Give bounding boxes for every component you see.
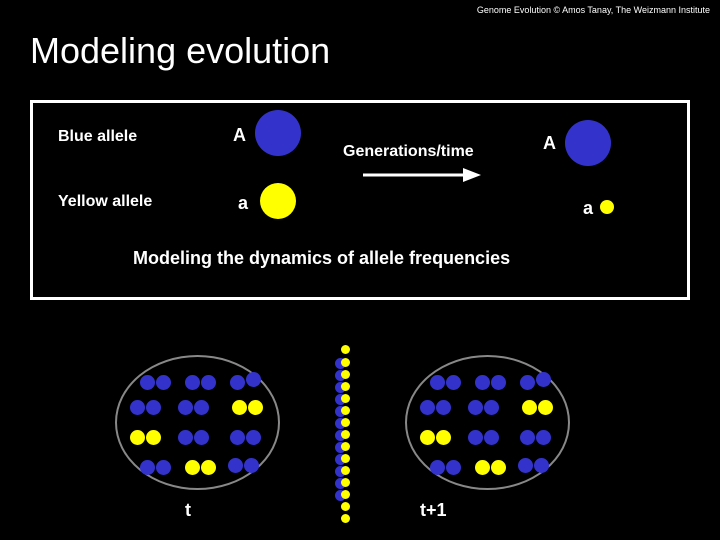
allele-dot [484, 430, 499, 445]
allele-dot [201, 375, 216, 390]
header-credit: Genome Evolution © Amos Tanay, The Weizm… [477, 5, 710, 15]
allele-dot [146, 400, 161, 415]
gamete-dot [341, 466, 350, 475]
allele-dot [468, 430, 483, 445]
gamete-dot [341, 394, 350, 403]
allele-dot [420, 400, 435, 415]
allele-dot [520, 430, 535, 445]
blue-allele-circle [565, 120, 611, 166]
gamete-dot [341, 478, 350, 487]
gamete-dot [341, 442, 350, 451]
yellow-allele-circle [600, 200, 614, 214]
allele-dot [468, 400, 483, 415]
allele-dot [475, 460, 490, 475]
yellow-allele-circle [260, 183, 296, 219]
A-left-label: A [233, 125, 246, 146]
allele-dot [538, 400, 553, 415]
gamete-dot [341, 454, 350, 463]
t1-label: t+1 [420, 500, 447, 521]
gamete-dot [341, 382, 350, 391]
blue-allele-label: Blue allele [58, 128, 137, 146]
allele-dot [534, 458, 549, 473]
allele-dot [140, 375, 155, 390]
allele-dot [436, 430, 451, 445]
allele-dot [522, 400, 537, 415]
allele-dot [156, 460, 171, 475]
allele-dot [484, 400, 499, 415]
allele-dot [156, 375, 171, 390]
a-left-label: a [238, 193, 248, 214]
t-label: t [185, 500, 191, 521]
allele-dot [536, 430, 551, 445]
allele-dot [230, 375, 245, 390]
gamete-dot [341, 490, 350, 499]
allele-dot [520, 375, 535, 390]
allele-dot [446, 460, 461, 475]
yellow-allele-label: Yellow allele [58, 193, 152, 211]
allele-dot [248, 400, 263, 415]
allele-dot [491, 375, 506, 390]
slide-title: Modeling evolution [30, 30, 330, 72]
allele-dot [130, 400, 145, 415]
allele-dot [491, 460, 506, 475]
allele-dot [246, 372, 261, 387]
allele-dot [201, 460, 216, 475]
generations-label: Generations/time [343, 143, 474, 161]
allele-dot [436, 400, 451, 415]
gamete-dot [341, 406, 350, 415]
allele-dot [228, 458, 243, 473]
allele-dot [185, 460, 200, 475]
allele-dot [430, 375, 445, 390]
time-arrow-icon [363, 165, 483, 185]
allele-dot [130, 430, 145, 445]
allele-dot [475, 375, 490, 390]
box-caption: Modeling the dynamics of allele frequenc… [133, 248, 510, 269]
gamete-dot [341, 345, 350, 354]
a-right-label: a [583, 198, 593, 219]
allele-dot [246, 430, 261, 445]
allele-dot [536, 372, 551, 387]
allele-dot [194, 400, 209, 415]
gamete-dot [341, 418, 350, 427]
allele-dot [244, 458, 259, 473]
allele-dot [232, 400, 247, 415]
allele-dot [140, 460, 155, 475]
allele-dot [420, 430, 435, 445]
A-right-label: A [543, 133, 556, 154]
gamete-dot [341, 514, 350, 523]
gamete-dot [341, 430, 350, 439]
gamete-dot [341, 502, 350, 511]
allele-dot [446, 375, 461, 390]
allele-dot [178, 400, 193, 415]
gamete-dot [341, 358, 350, 367]
allele-dot [185, 375, 200, 390]
allele-dot [178, 430, 193, 445]
allele-dot [146, 430, 161, 445]
allele-dot [230, 430, 245, 445]
blue-allele-circle [255, 110, 301, 156]
allele-dot [518, 458, 533, 473]
allele-dot [430, 460, 445, 475]
gamete-dot [341, 370, 350, 379]
allele-dot [194, 430, 209, 445]
